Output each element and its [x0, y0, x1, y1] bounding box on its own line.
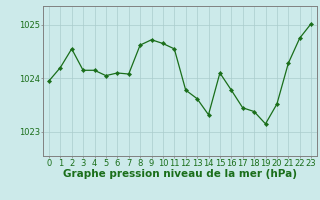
X-axis label: Graphe pression niveau de la mer (hPa): Graphe pression niveau de la mer (hPa)	[63, 169, 297, 179]
